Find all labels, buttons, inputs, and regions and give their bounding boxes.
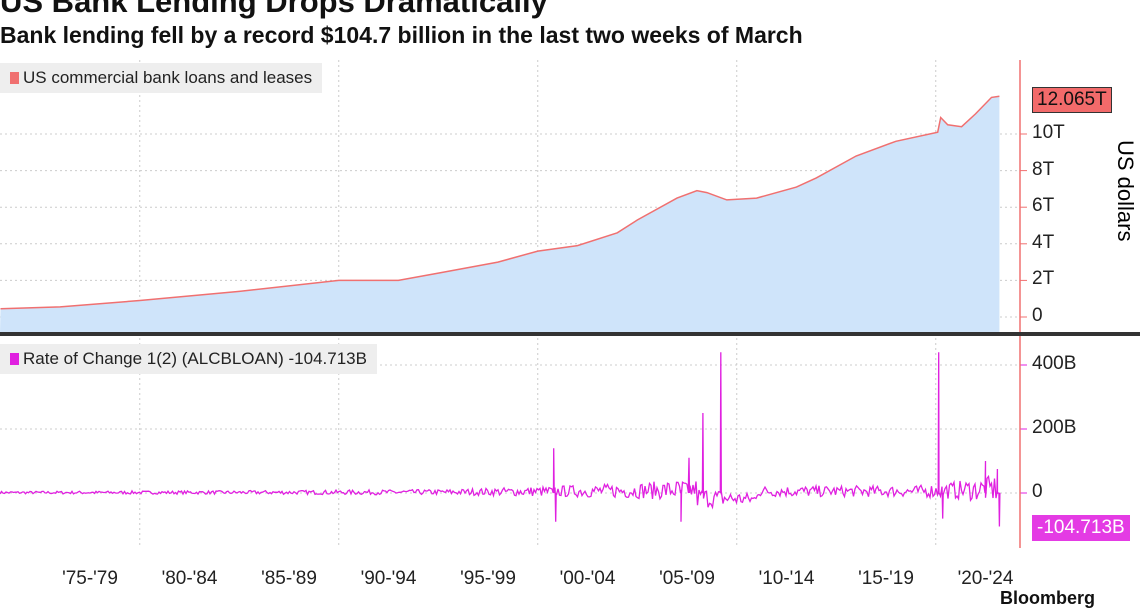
area-fill (0, 96, 1000, 333)
source-label: Bloomberg (1000, 588, 1096, 608)
legend-label: US commercial bank loans and leases (23, 68, 313, 87)
series-line-rate-of-change (0, 352, 1001, 527)
x-tick-label: '80-'84 (161, 568, 218, 589)
x-tick-label: '20-'24 (957, 568, 1014, 589)
x-tick-label: '95-'99 (460, 568, 516, 589)
y-axis-label: US dollars (1113, 140, 1138, 242)
x-tick-label: '85-'89 (261, 568, 317, 589)
x-tick-label: '10-'14 (758, 568, 815, 589)
y-tick-label-bottom: 400B (1032, 353, 1077, 374)
x-tick-label: '75-'79 (62, 568, 118, 589)
y-tick-label-top: 6T (1032, 195, 1055, 217)
y-tick-label-top: 4T (1032, 231, 1055, 253)
y-tick-label-top: 10T (1032, 122, 1065, 143)
last-value-tag-top: 12.065T (1032, 87, 1112, 113)
y-tick-label-bottom: 200B (1032, 417, 1077, 438)
x-tick-label: '15-'19 (858, 568, 914, 589)
x-tick-label: '05-'09 (659, 568, 715, 589)
legend-swatch (10, 72, 19, 84)
y-tick-label-top: 2T (1032, 268, 1055, 290)
x-tick-label: '90-'94 (360, 568, 417, 589)
x-tick-label: '00-'04 (559, 568, 616, 589)
last-value-tag-bottom: -104.713B (1032, 515, 1130, 541)
y-tick-label-top: 8T (1032, 158, 1055, 180)
panel-divider (0, 332, 1140, 336)
legend-label: Rate of Change 1(2) (ALCBLOAN) -104.713B (23, 349, 367, 368)
legend-swatch (10, 353, 19, 365)
series-line-loans (0, 95, 1000, 310)
y-tick-label-bottom: 0 (1032, 481, 1043, 502)
legend-bottom: Rate of Change 1(2) (ALCBLOAN) -104.713B (0, 344, 377, 374)
y-tick-label-top: 0 (1032, 305, 1043, 326)
chart-subtitle: Bank lending fell by a record $104.7 bil… (0, 22, 803, 48)
chart-title: US Bank Lending Drops Dramatically (0, 0, 548, 19)
legend-top: US commercial bank loans and leases (0, 63, 323, 93)
